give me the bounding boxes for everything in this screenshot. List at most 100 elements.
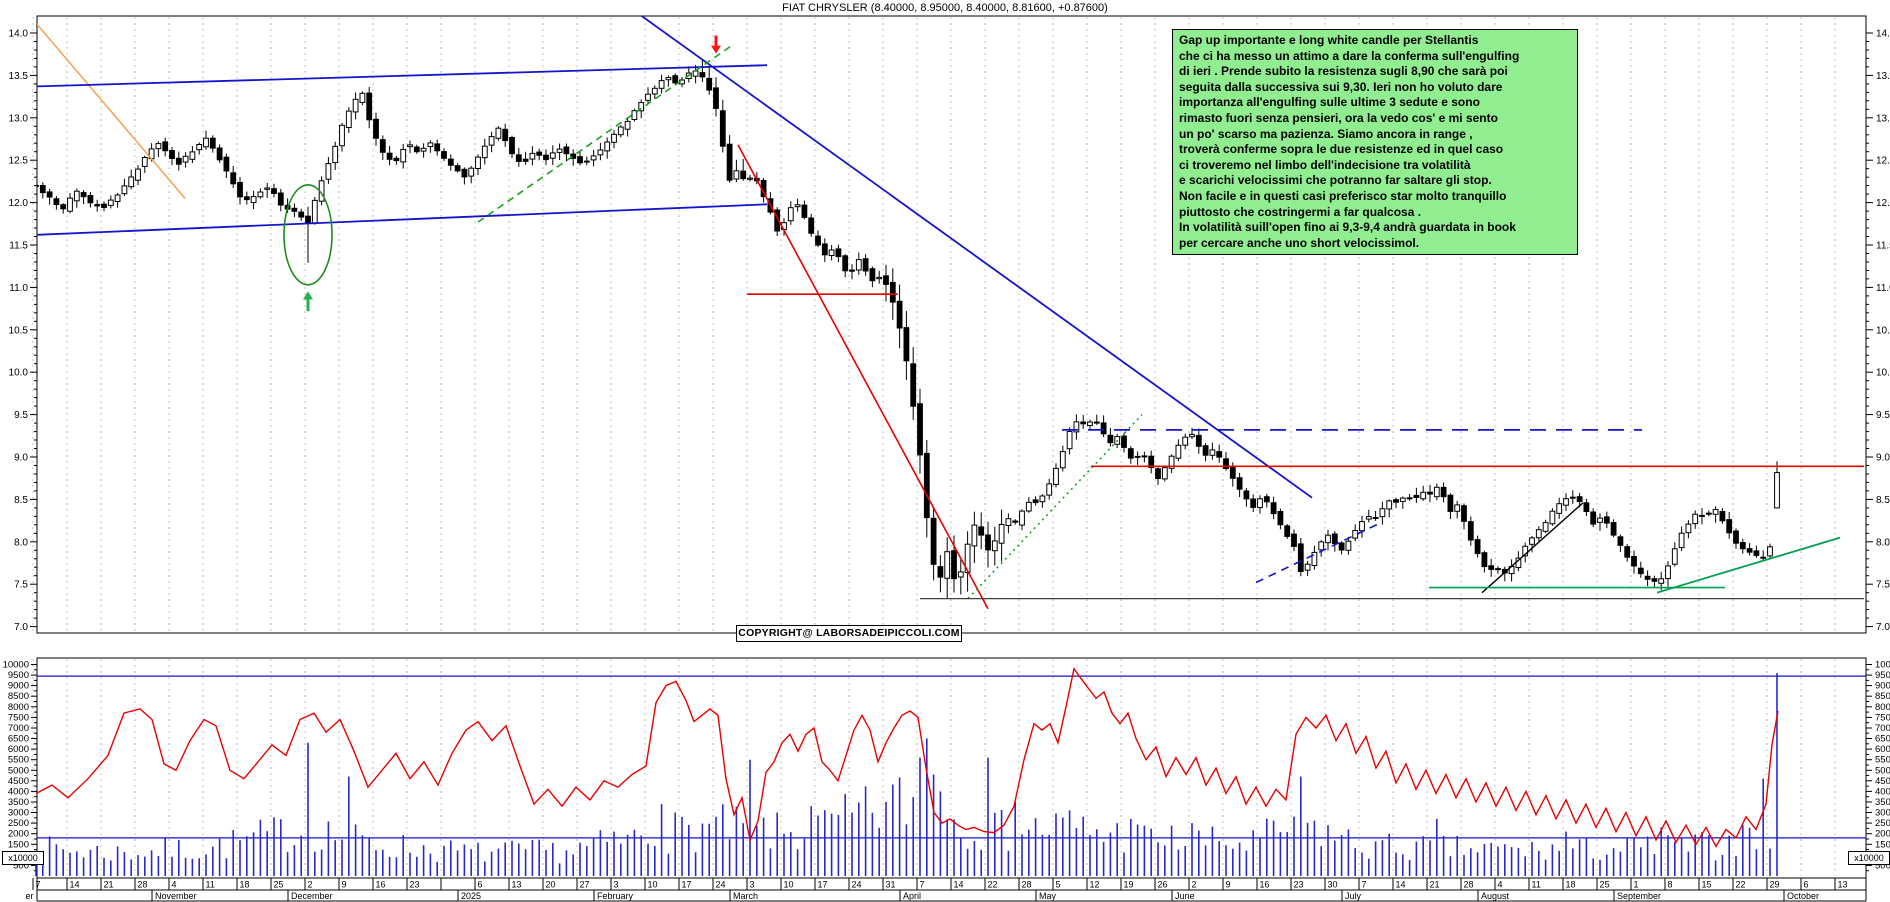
svg-text:19: 19	[1124, 880, 1134, 890]
volume-scale-label-right: x10000	[1848, 851, 1890, 865]
svg-text:March: March	[733, 891, 758, 901]
svg-text:8: 8	[1668, 880, 1673, 890]
svg-text:14.0: 14.0	[1876, 29, 1890, 40]
svg-text:4: 4	[172, 880, 177, 890]
svg-text:8500: 8500	[1875, 691, 1890, 702]
svg-text:7.0: 7.0	[1876, 622, 1890, 633]
svg-text:13.5: 13.5	[9, 71, 29, 82]
svg-text:6: 6	[1804, 880, 1809, 890]
svg-text:15: 15	[1702, 880, 1712, 890]
svg-text:500: 500	[13, 860, 29, 871]
svg-text:3500: 3500	[1875, 797, 1890, 808]
svg-text:28: 28	[1022, 880, 1032, 890]
svg-text:12.0: 12.0	[1876, 198, 1890, 209]
svg-text:10.5: 10.5	[9, 325, 29, 336]
svg-text:3000: 3000	[8, 808, 29, 819]
svg-text:4000: 4000	[1875, 786, 1890, 797]
svg-text:er: er	[26, 891, 34, 901]
svg-text:4500: 4500	[8, 776, 29, 787]
svg-text:9: 9	[1226, 880, 1231, 890]
trendlines	[37, 16, 1864, 610]
svg-text:10: 10	[648, 880, 658, 890]
svg-text:October: October	[1787, 891, 1819, 901]
svg-text:8.5: 8.5	[14, 495, 28, 506]
svg-text:9: 9	[342, 880, 347, 890]
lower-channel-blue	[37, 203, 768, 236]
svg-text:4500: 4500	[1875, 776, 1890, 787]
svg-text:14: 14	[1396, 880, 1406, 890]
svg-text:17: 17	[682, 880, 692, 890]
svg-text:11.0: 11.0	[1876, 283, 1890, 294]
svg-text:4: 4	[1498, 880, 1503, 890]
svg-text:2000: 2000	[1875, 829, 1890, 840]
svg-text:25: 25	[1600, 880, 1610, 890]
svg-text:5000: 5000	[8, 765, 29, 776]
svg-text:8.0: 8.0	[1876, 537, 1890, 548]
oct-uptrend-green	[1656, 536, 1841, 594]
svg-text:10: 10	[784, 880, 794, 890]
svg-text:9000: 9000	[8, 681, 29, 692]
svg-text:7: 7	[1362, 880, 1367, 890]
svg-text:10.5: 10.5	[1876, 325, 1890, 336]
svg-text:7: 7	[36, 880, 41, 890]
svg-text:5500: 5500	[8, 755, 29, 766]
svg-text:14: 14	[954, 880, 964, 890]
svg-text:8.0: 8.0	[14, 537, 28, 548]
svg-text:20: 20	[546, 880, 556, 890]
svg-text:7000: 7000	[1875, 723, 1890, 734]
svg-text:11: 11	[206, 880, 215, 890]
volume-bars	[35, 673, 1778, 876]
feb-rally-green-dashed	[477, 43, 735, 223]
svg-text:18: 18	[1566, 880, 1576, 890]
svg-text:17: 17	[818, 880, 828, 890]
svg-text:28: 28	[1464, 880, 1474, 890]
svg-text:June: June	[1175, 891, 1195, 901]
svg-text:2000: 2000	[8, 829, 29, 840]
svg-text:13.0: 13.0	[9, 113, 29, 124]
svg-text:6000: 6000	[1875, 744, 1890, 755]
volume-indicator-line	[35, 666, 1779, 848]
svg-text:2025: 2025	[461, 891, 481, 901]
svg-text:9.0: 9.0	[14, 453, 28, 464]
july-uptrend-blue-dashed	[1255, 522, 1381, 584]
analysis-note: Gap up importante e long white candle pe…	[1172, 29, 1578, 256]
svg-text:11: 11	[1532, 880, 1541, 890]
svg-text:8500: 8500	[8, 691, 29, 702]
svg-text:500: 500	[1875, 860, 1890, 871]
svg-text:5500: 5500	[1875, 755, 1890, 766]
svg-text:2: 2	[1192, 880, 1197, 890]
svg-text:12.5: 12.5	[1876, 156, 1890, 167]
svg-text:29: 29	[1770, 880, 1780, 890]
red-down-arrow	[711, 35, 721, 54]
green-up-arrow	[303, 291, 313, 312]
svg-text:6500: 6500	[8, 734, 29, 745]
svg-text:3500: 3500	[8, 797, 29, 808]
svg-text:31: 31	[886, 880, 896, 890]
svg-text:3: 3	[750, 880, 755, 890]
svg-text:7.5: 7.5	[14, 580, 28, 591]
svg-text:10000: 10000	[1875, 660, 1890, 671]
svg-text:August: August	[1481, 891, 1510, 901]
svg-text:28: 28	[138, 880, 148, 890]
svg-text:September: September	[1617, 891, 1661, 901]
svg-text:7: 7	[920, 880, 925, 890]
svg-text:21: 21	[104, 880, 114, 890]
svg-text:10.0: 10.0	[9, 368, 29, 379]
svg-text:25: 25	[274, 880, 284, 890]
upper-channel-blue	[37, 64, 768, 88]
svg-text:5000: 5000	[1875, 765, 1890, 776]
svg-text:February: February	[597, 891, 634, 901]
svg-text:16: 16	[376, 880, 386, 890]
svg-text:12: 12	[1090, 880, 1100, 890]
svg-text:24: 24	[716, 880, 726, 890]
svg-text:16: 16	[1260, 880, 1270, 890]
svg-text:7500: 7500	[1875, 712, 1890, 723]
svg-text:9.5: 9.5	[1876, 410, 1890, 421]
svg-text:9000: 9000	[1875, 681, 1890, 692]
svg-text:11.0: 11.0	[9, 283, 28, 294]
major-downtrend-blue	[640, 16, 1313, 499]
svg-text:13: 13	[512, 880, 522, 890]
svg-text:13: 13	[1838, 880, 1848, 890]
svg-text:7.5: 7.5	[1876, 580, 1890, 591]
